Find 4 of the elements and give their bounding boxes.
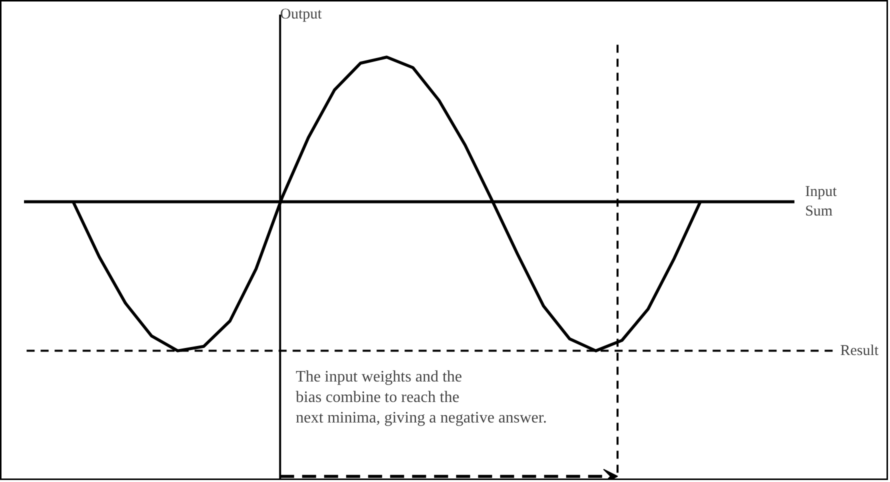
ref-line-label: Result <box>840 342 880 359</box>
text: The input weights and the bias combine to reach the next minima, giving a negative answer. <box>296 368 547 426</box>
text: Input Sum <box>805 184 838 220</box>
y-axis-title: Output <box>280 6 323 23</box>
